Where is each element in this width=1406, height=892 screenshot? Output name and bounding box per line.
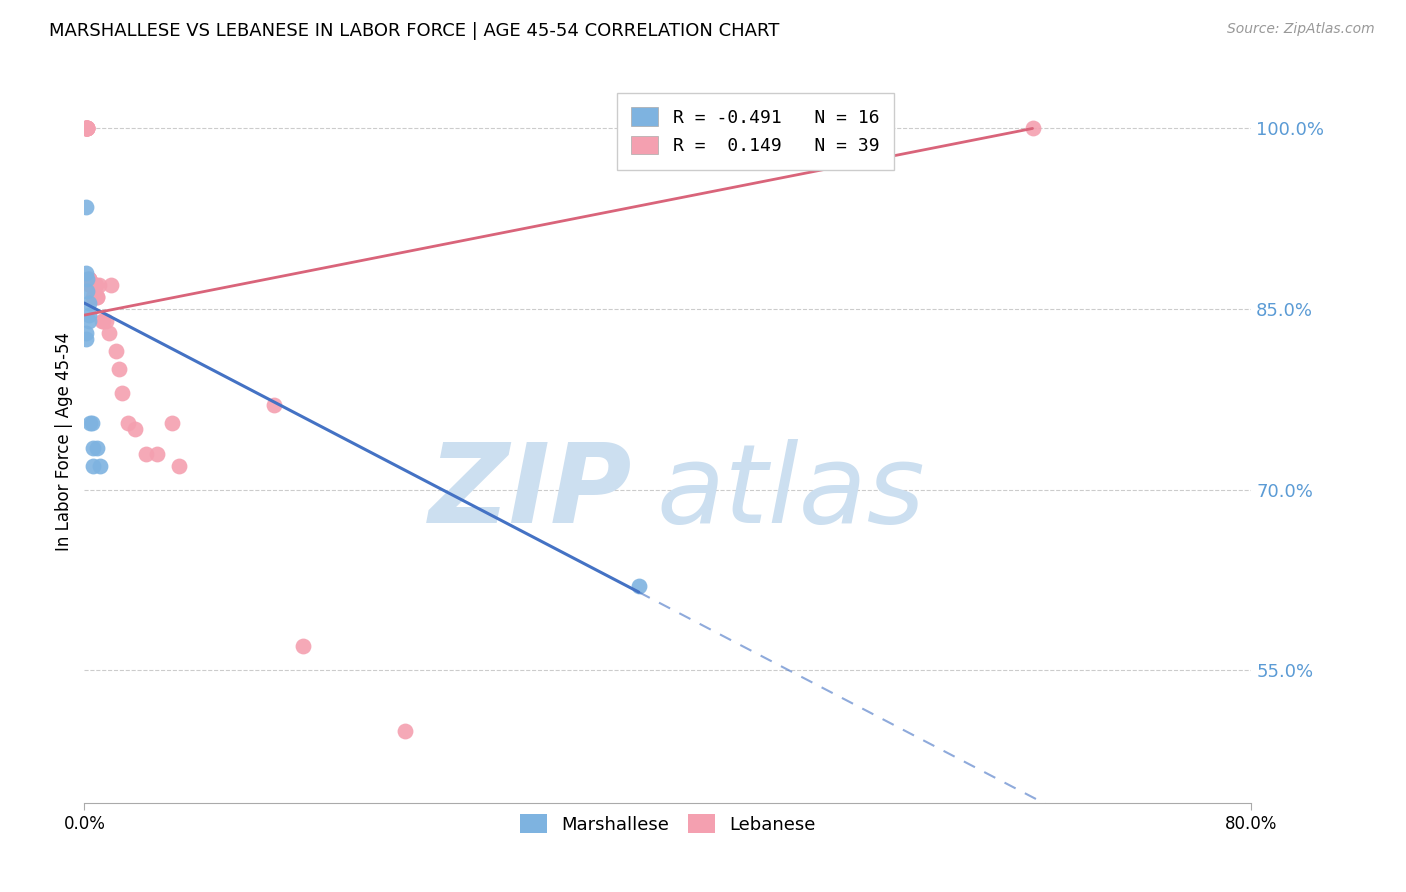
Point: [627, 579, 650, 593]
Point: [146, 447, 169, 461]
Y-axis label: In Labor Force | Age 45-54: In Labor Force | Age 45-54: [55, 332, 73, 551]
Point: [111, 386, 134, 401]
Point: [77, 272, 100, 286]
Point: [76, 284, 98, 298]
Point: [87, 278, 110, 293]
Point: [84, 278, 107, 293]
Point: [75, 332, 97, 346]
Point: [75, 121, 97, 136]
Point: [89, 458, 111, 473]
Point: [77, 314, 100, 328]
Point: [82, 290, 104, 304]
Point: [167, 458, 190, 473]
Point: [76, 272, 98, 286]
Point: [160, 417, 183, 431]
Point: [86, 290, 108, 304]
Point: [77, 272, 100, 286]
Point: [90, 314, 112, 328]
Point: [80, 278, 103, 293]
Point: [80, 417, 103, 431]
Point: [76, 121, 98, 136]
Point: [75, 326, 97, 341]
Point: [86, 441, 108, 455]
Point: [394, 723, 416, 738]
Point: [91, 314, 114, 328]
Point: [292, 640, 315, 654]
Point: [135, 447, 157, 461]
Point: [124, 423, 146, 437]
Point: [82, 441, 104, 455]
Point: [77, 272, 100, 286]
Point: [76, 121, 98, 136]
Point: [263, 398, 285, 412]
Text: ZIP: ZIP: [429, 439, 633, 546]
Point: [82, 458, 104, 473]
Point: [117, 417, 139, 431]
Point: [1021, 121, 1043, 136]
Point: [76, 121, 98, 136]
Point: [98, 326, 121, 341]
Legend: Marshallese, Lebanese: Marshallese, Lebanese: [513, 807, 823, 841]
Point: [76, 121, 98, 136]
Point: [79, 417, 101, 431]
Point: [105, 344, 128, 359]
Point: [83, 278, 105, 293]
Point: [75, 121, 97, 136]
Point: [75, 200, 97, 214]
Point: [75, 266, 97, 280]
Point: [83, 278, 105, 293]
Point: [79, 278, 101, 293]
Point: [75, 121, 97, 136]
Point: [77, 308, 100, 322]
Point: [86, 290, 108, 304]
Point: [76, 121, 98, 136]
Point: [100, 278, 122, 293]
Point: [96, 314, 118, 328]
Point: [77, 296, 100, 310]
Point: [108, 362, 131, 376]
Text: atlas: atlas: [657, 439, 925, 546]
Text: Source: ZipAtlas.com: Source: ZipAtlas.com: [1227, 22, 1375, 37]
Text: MARSHALLESE VS LEBANESE IN LABOR FORCE | AGE 45-54 CORRELATION CHART: MARSHALLESE VS LEBANESE IN LABOR FORCE |…: [49, 22, 779, 40]
Point: [75, 121, 97, 136]
